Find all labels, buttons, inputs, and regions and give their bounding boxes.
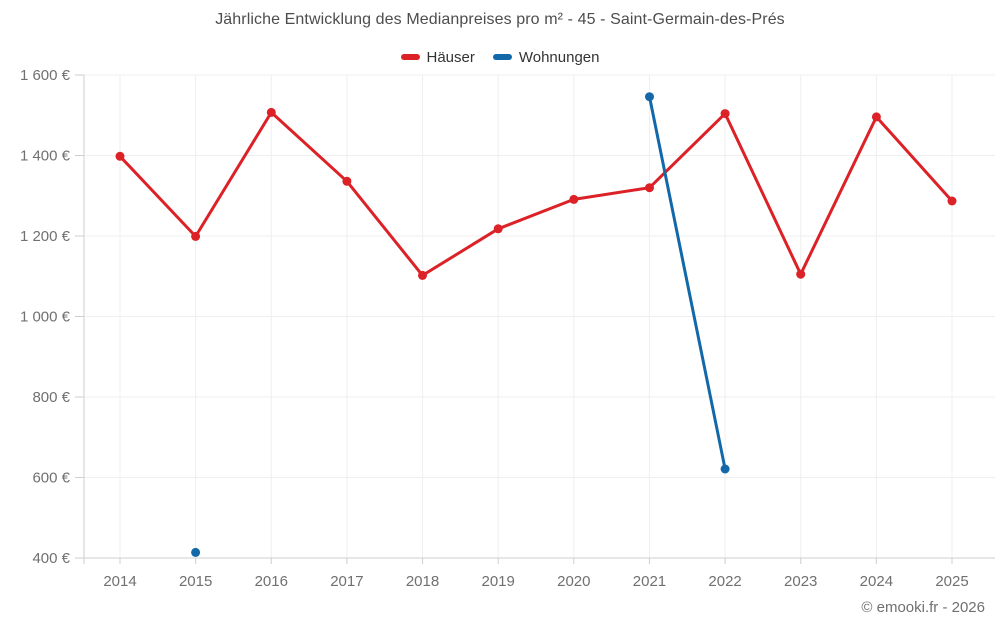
data-point-häuser-2025[interactable] — [947, 196, 957, 206]
y-tick-label: 800 € — [32, 389, 70, 406]
data-point-häuser-2019[interactable] — [493, 224, 503, 234]
data-point-wohnungen-2022[interactable] — [720, 464, 730, 474]
legend-label-wohnungen: Wohnungen — [518, 48, 600, 66]
legend: Häuser Wohnungen — [0, 46, 1000, 68]
x-tick-label: 2015 — [179, 573, 212, 590]
x-tick-label: 2014 — [103, 573, 136, 590]
x-tick-label: 2020 — [557, 573, 590, 590]
y-tick-label: 1 200 € — [20, 228, 71, 245]
data-point-häuser-2014[interactable] — [115, 151, 125, 161]
data-point-häuser-2018[interactable] — [418, 270, 427, 280]
x-tick-label: 2021 — [633, 573, 666, 590]
y-tick-label: 1 400 € — [20, 148, 71, 165]
x-tick-label: 2018 — [406, 573, 439, 590]
x-tick-label: 2022 — [708, 573, 741, 590]
data-point-häuser-2023[interactable] — [796, 269, 806, 279]
legend-item-haeuser[interactable]: Häuser — [400, 48, 475, 66]
series-swatch-wohnungen-icon — [492, 54, 512, 60]
attribution: © emooki.fr - 2026 — [861, 599, 985, 616]
series-swatch-haeuser-icon — [400, 54, 420, 60]
y-tick-label: 400 € — [32, 550, 70, 567]
legend-item-wohnungen[interactable]: Wohnungen — [492, 48, 600, 66]
data-point-häuser-2021[interactable] — [645, 183, 654, 193]
y-tick-label: 1 000 € — [20, 309, 71, 326]
data-point-wohnungen-2021[interactable] — [645, 92, 654, 102]
data-point-häuser-2016[interactable] — [266, 107, 276, 117]
x-tick-label: 2017 — [330, 573, 363, 590]
x-tick-label: 2024 — [860, 573, 893, 590]
data-point-häuser-2015[interactable] — [191, 231, 201, 241]
chart-title: Jährliche Entwicklung des Medianpreises … — [215, 11, 785, 28]
y-tick-label: 600 € — [32, 470, 70, 487]
data-point-häuser-2020[interactable] — [569, 194, 579, 204]
data-point-wohnungen-2015[interactable] — [191, 547, 201, 557]
x-tick-label: 2023 — [784, 573, 817, 590]
data-point-häuser-2017[interactable] — [342, 176, 352, 186]
data-point-häuser-2024[interactable] — [871, 112, 881, 122]
y-tick-label: 1 600 € — [20, 67, 71, 84]
series-line-häuser — [118, 110, 954, 277]
series-line-wohnungen — [648, 95, 727, 471]
data-point-häuser-2022[interactable] — [720, 109, 730, 119]
legend-label-haeuser: Häuser — [426, 48, 475, 66]
x-tick-label: 2019 — [481, 573, 514, 590]
x-tick-label: 2016 — [255, 573, 288, 590]
x-tick-label: 2025 — [935, 573, 968, 590]
